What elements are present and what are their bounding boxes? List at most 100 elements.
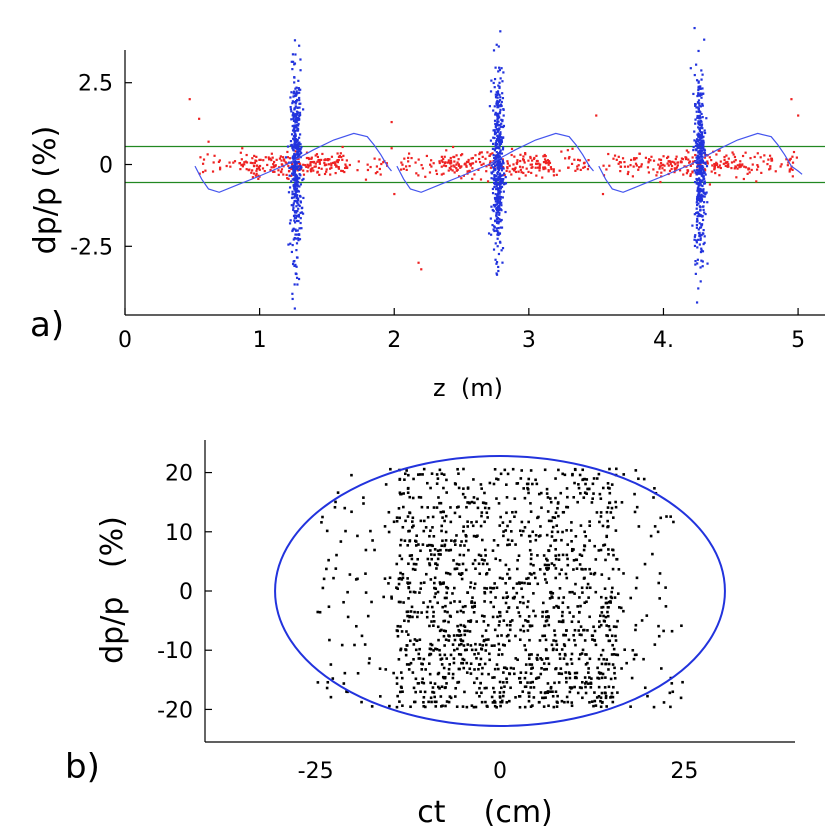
particle-point	[554, 548, 557, 551]
red-point	[577, 164, 580, 167]
blue-point	[698, 153, 701, 156]
red-point	[722, 162, 725, 165]
red-point	[253, 161, 256, 164]
particle-point	[422, 704, 426, 708]
particle-point	[412, 643, 416, 646]
blue-point	[295, 182, 298, 185]
blue-point	[294, 119, 297, 122]
particle-point	[469, 585, 472, 589]
particle-point	[568, 590, 572, 594]
red-point	[405, 168, 408, 172]
blue-point	[705, 191, 708, 194]
blue-point	[495, 154, 498, 157]
particle-point	[465, 661, 469, 665]
particle-point	[479, 681, 482, 685]
red-point	[638, 152, 641, 155]
red-point	[435, 172, 439, 176]
particle-point	[402, 505, 405, 509]
blue-point	[492, 166, 495, 169]
red-point	[460, 165, 463, 168]
blue-point	[499, 220, 502, 223]
particle-point	[437, 552, 441, 556]
particle-point	[557, 468, 560, 472]
particle-point	[462, 529, 465, 533]
blue-point	[498, 116, 501, 119]
x-axis-label-b: ct (cm)	[417, 795, 553, 830]
blue-point	[693, 169, 696, 172]
blue-point	[700, 147, 703, 150]
x-tick-label-a: 1	[253, 328, 267, 353]
particle-point	[578, 553, 582, 556]
particle-point	[475, 620, 478, 623]
blue-point	[496, 205, 499, 209]
blue-point	[295, 112, 298, 116]
particle-point	[581, 591, 584, 594]
blue-point	[499, 167, 502, 170]
particle-point	[505, 634, 509, 638]
blue-point	[693, 139, 696, 142]
blue-point	[294, 132, 297, 135]
blue-point	[702, 228, 705, 232]
blue-point	[298, 154, 301, 157]
particle-point	[563, 473, 567, 477]
particle-point	[486, 705, 489, 708]
particle-point	[466, 501, 469, 504]
particle-point	[616, 592, 620, 595]
red-point	[459, 154, 463, 157]
particle-point	[572, 548, 575, 551]
blue-point	[499, 185, 502, 189]
red-point	[529, 156, 532, 160]
blue-point	[490, 177, 493, 180]
blue-point	[494, 161, 497, 164]
particle-point	[495, 663, 499, 666]
blue-point	[296, 111, 300, 114]
blue-point	[291, 68, 294, 71]
blue-point	[500, 167, 503, 170]
particle-point	[608, 501, 612, 504]
particle-point	[444, 638, 448, 642]
red-point	[468, 169, 471, 172]
particle-point	[616, 653, 620, 657]
blue-point	[300, 227, 303, 230]
blue-point	[498, 134, 502, 137]
blue-point	[500, 100, 503, 104]
particle-point	[543, 691, 547, 695]
blue-point	[292, 160, 296, 163]
particle-point	[435, 567, 438, 570]
particle-point	[433, 576, 437, 580]
particle-point	[517, 554, 521, 557]
blue-point	[495, 179, 498, 182]
particle-point	[531, 704, 534, 707]
particle-point	[518, 681, 522, 684]
particle-point	[400, 686, 403, 690]
blue-point	[294, 121, 297, 124]
particle-point	[560, 538, 563, 542]
blue-point	[494, 95, 498, 99]
particle-point	[480, 672, 484, 676]
particle-point	[566, 495, 569, 499]
particle-point	[492, 539, 496, 542]
blue-point	[296, 283, 299, 286]
red-point	[415, 172, 418, 175]
blue-point	[294, 272, 298, 275]
particle-point	[499, 704, 502, 708]
blue-point	[292, 92, 295, 95]
particle-point	[484, 649, 488, 652]
red-point	[451, 169, 454, 172]
particle-point	[615, 467, 618, 471]
red-point	[460, 177, 463, 180]
stray-point	[393, 192, 396, 196]
red-point	[769, 165, 772, 168]
particle-point	[469, 581, 473, 584]
blue-point	[295, 160, 298, 163]
blue-point	[699, 209, 702, 212]
particle-point	[646, 694, 649, 698]
red-point	[314, 154, 317, 157]
blue-point	[497, 191, 500, 194]
particle-point	[577, 486, 581, 490]
blue-point	[697, 81, 700, 84]
particle-point	[476, 497, 479, 501]
blue-point	[698, 182, 701, 185]
blue-point	[700, 234, 703, 237]
particle-point	[559, 667, 563, 670]
